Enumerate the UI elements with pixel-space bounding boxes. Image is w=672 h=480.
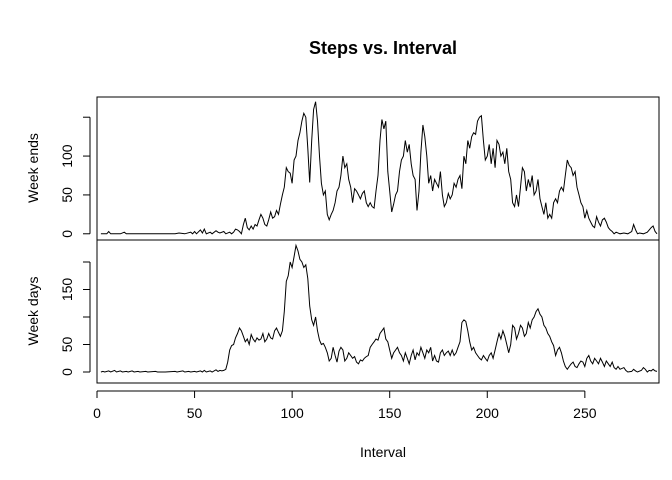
- weekends-y-label: Week ends: [25, 133, 41, 203]
- weekends-y-axis: 0 50 100: [59, 116, 91, 238]
- y-tick-label: 50: [59, 337, 75, 353]
- x-axis: 0 50 100 150 200 250: [93, 390, 597, 421]
- y-tick-label: 0: [59, 230, 75, 238]
- x-tick-label: 200: [476, 405, 500, 421]
- weekdays-y-axis: 0 50 150: [59, 261, 91, 376]
- y-tick-label: 150: [59, 278, 75, 302]
- x-axis-label: Interval: [360, 444, 406, 460]
- y-tick-label: 0: [59, 368, 75, 376]
- x-tick-label: 50: [187, 405, 203, 421]
- y-tick-label: 50: [59, 187, 75, 203]
- panel-weekdays-frame: [96, 239, 660, 384]
- weekdays-steps-line: [100, 243, 658, 373]
- weekdays-y-label: Week days: [25, 277, 41, 346]
- x-tick-label: 250: [573, 405, 597, 421]
- y-tick-label: 100: [59, 144, 75, 168]
- x-tick-label: 0: [93, 405, 101, 421]
- x-tick-label: 150: [378, 405, 402, 421]
- panel-weekdays: 0 50 150 Week days: [25, 239, 660, 384]
- weekends-steps-line: [100, 101, 658, 235]
- x-tick-label: 100: [280, 405, 304, 421]
- panel-weekends: 0 50 100 Week ends: [25, 96, 660, 241]
- chart-title: Steps vs. Interval: [309, 38, 457, 58]
